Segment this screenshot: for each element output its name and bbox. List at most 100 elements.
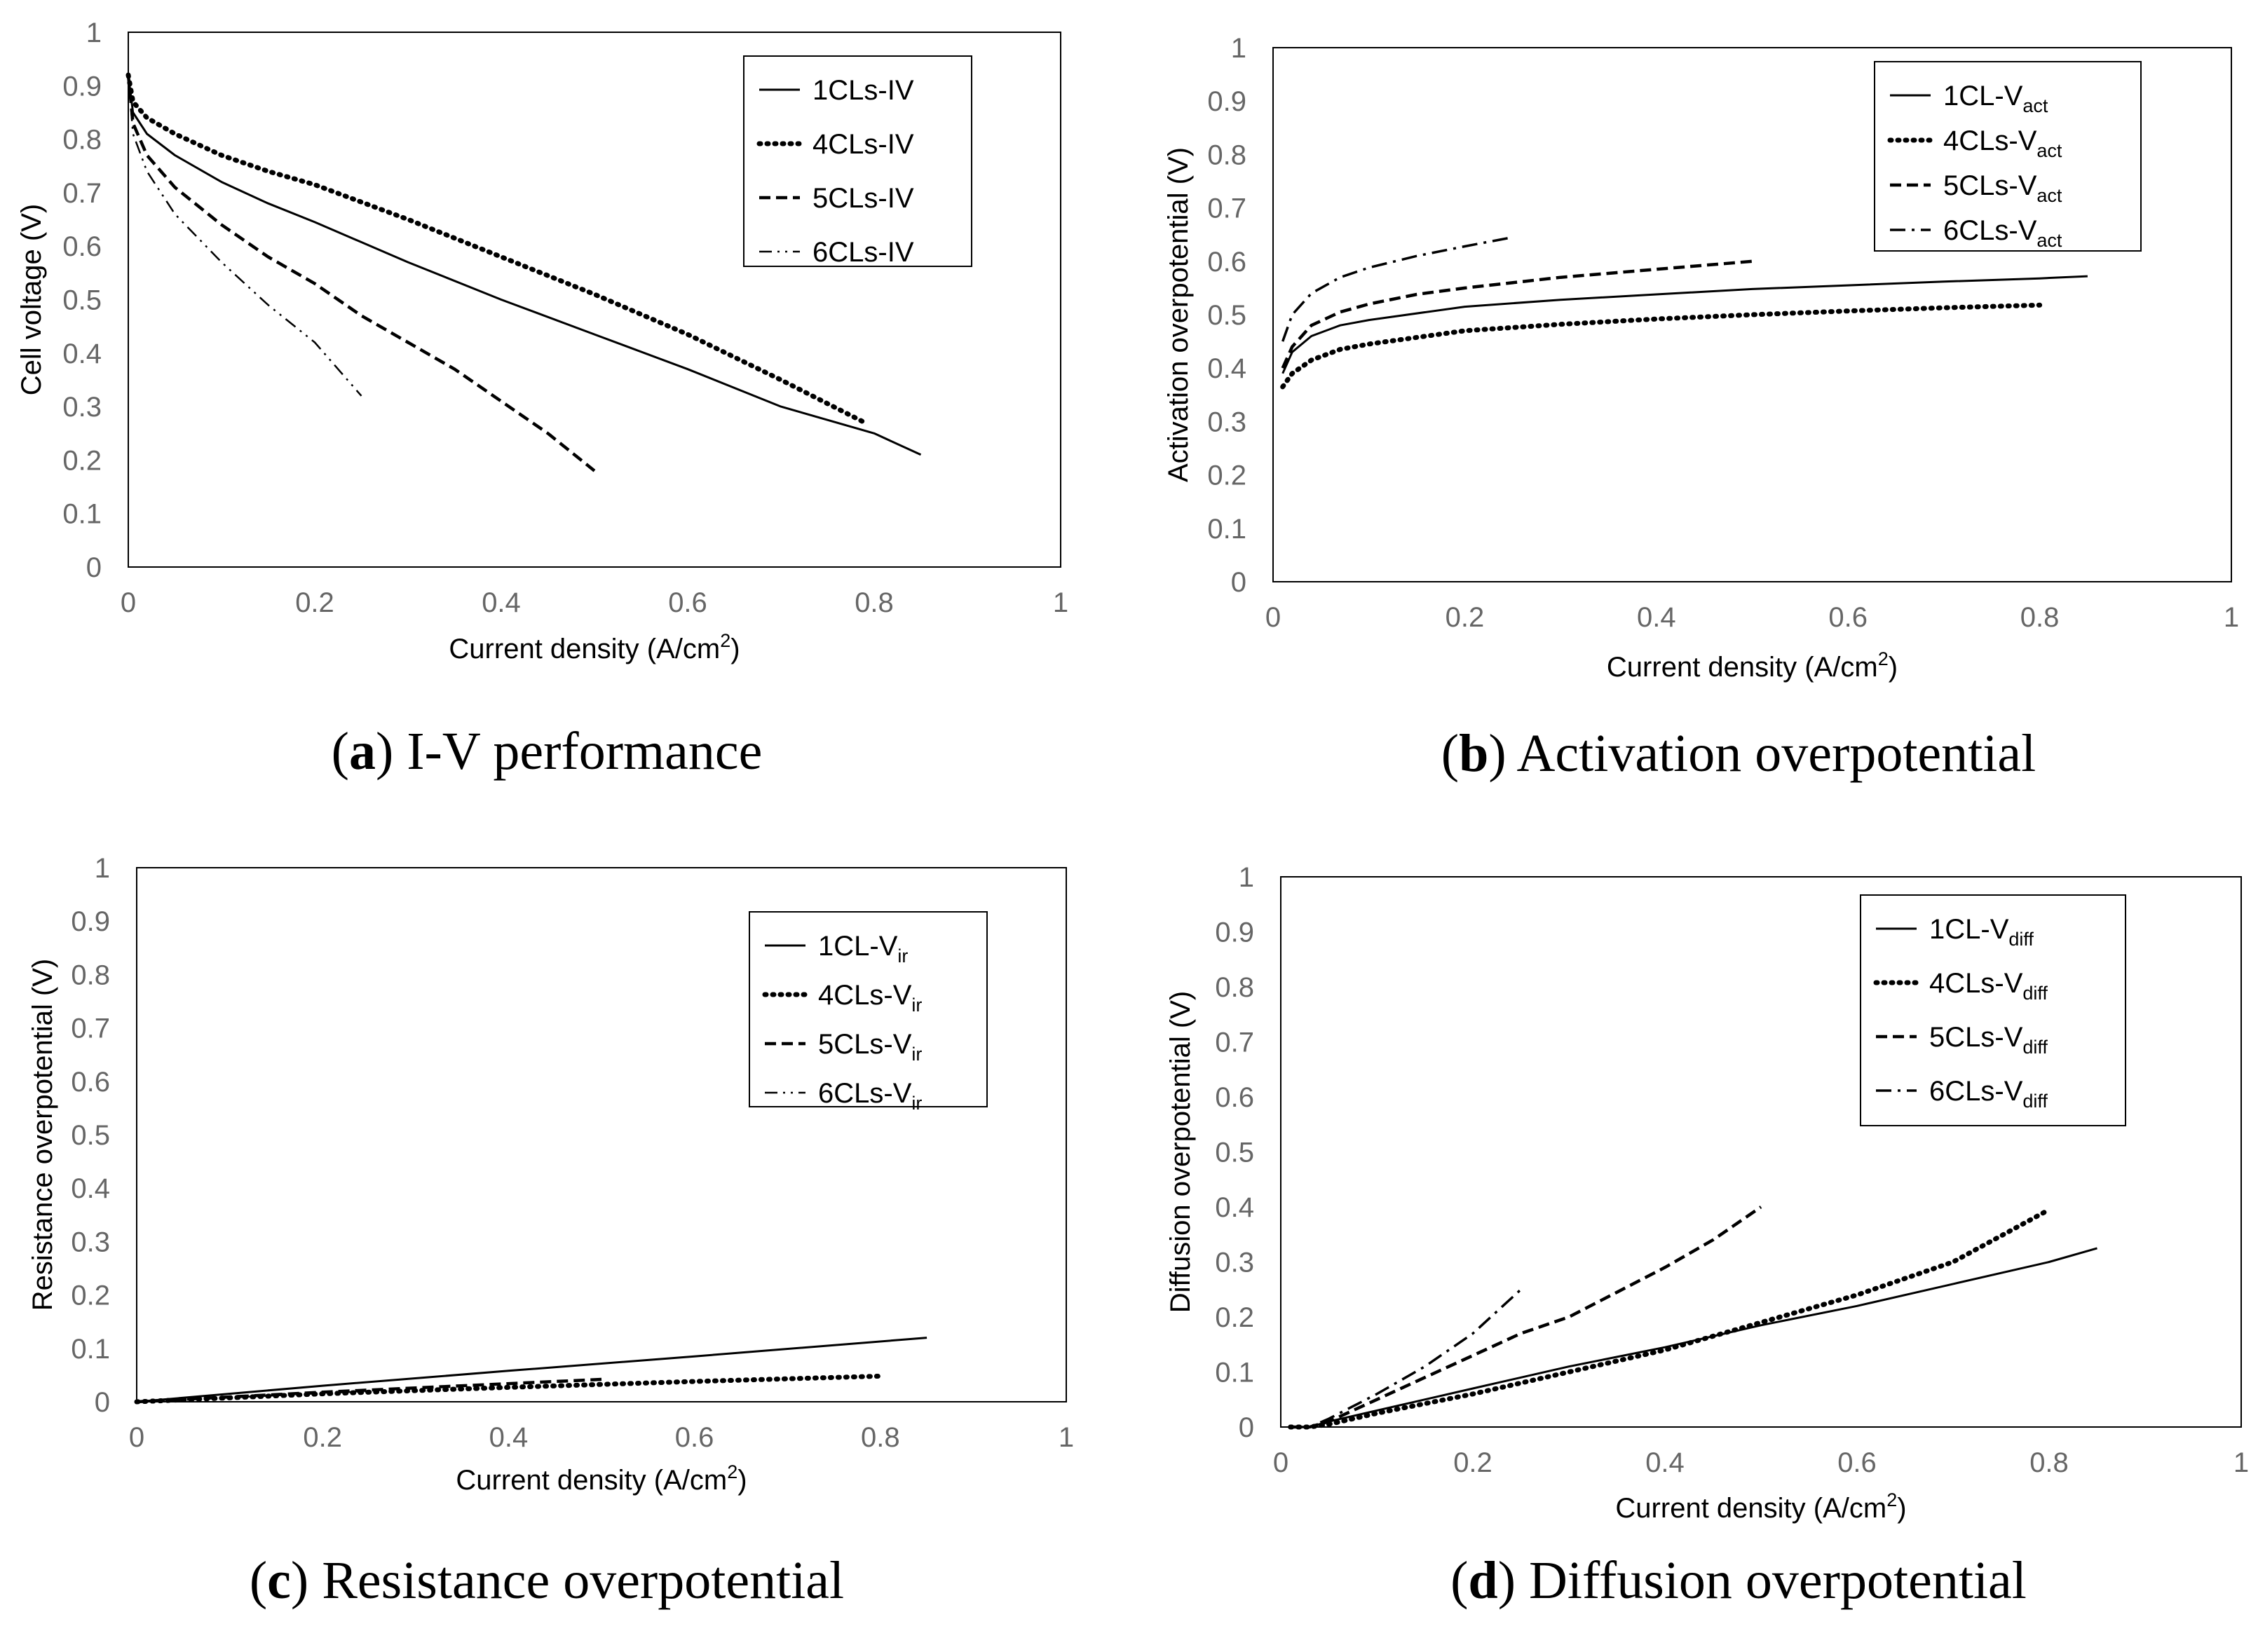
x-tick-label: 1 xyxy=(2224,602,2239,633)
legend-label-text: 6CLs-IV xyxy=(812,237,914,268)
x-axis-title: Current density (A/cm2) xyxy=(1615,1489,1906,1524)
legend-label-sub: act xyxy=(2036,230,2062,251)
legend-label-sub: diff xyxy=(2008,929,2034,950)
y-tick-label: 0.5 xyxy=(71,1120,110,1151)
y-tick-label: 0.6 xyxy=(1207,247,1246,278)
legend-label-4: 6CLs-Vdiff xyxy=(1929,1076,2048,1112)
x-tick-label: 0.8 xyxy=(2029,1447,2069,1478)
legend-label-4: 6CLs-Vir xyxy=(818,1078,922,1114)
y-tick-label: 1 xyxy=(95,853,110,884)
legend-box xyxy=(743,55,972,267)
y-tick-label: 0.8 xyxy=(62,125,102,156)
series-line-4 xyxy=(127,74,362,397)
y-tick-label: 0.8 xyxy=(71,960,110,990)
y-tick-label: 0 xyxy=(95,1387,110,1418)
series-line-1 xyxy=(1290,1247,2097,1428)
y-tick-label: 0.2 xyxy=(62,445,102,476)
y-tick-label: 0.2 xyxy=(1215,1302,1254,1333)
y-tick-label: 0.9 xyxy=(1207,86,1246,117)
panel-caption: (c) Resistance overpotential xyxy=(250,1551,844,1610)
x-axis-title-sup: 2 xyxy=(720,630,730,651)
plot-frame xyxy=(1272,47,2232,582)
x-axis-title-end: ) xyxy=(1889,652,1898,683)
x-tick-label: 0 xyxy=(129,1422,144,1453)
legend-label-text: 4CLs-IV xyxy=(812,129,914,160)
x-tick-label: 0 xyxy=(1265,602,1281,633)
legend-label-4: 6CLs-Vact xyxy=(1943,215,2062,251)
series-line-1 xyxy=(127,74,922,456)
y-axis-title: Resistance overpotential (V) xyxy=(27,959,58,1311)
y-tick-label: 0.5 xyxy=(1215,1138,1254,1168)
y-tick-label: 0.1 xyxy=(62,499,102,530)
y-tick-label: 0.4 xyxy=(62,339,102,369)
y-tick-label: 0.1 xyxy=(1207,514,1246,545)
legend-label-text: 5CLs-IV xyxy=(812,183,914,214)
x-tick-label: 0 xyxy=(1273,1447,1288,1478)
legend-label-3: 5CLs-IV xyxy=(812,183,914,214)
legend-label-2: 4CLs-Vact xyxy=(1943,125,2062,161)
panel-c-resistance-overpotential: 0 0.1 0.2 0.3 0.4 0.5 0.6 0.7 0.8 0.9 1 0 0.2 0.4 0.6 0… xyxy=(27,853,1074,1610)
caption-letter: a xyxy=(349,722,376,781)
y-tick-label: 0.2 xyxy=(1207,460,1246,491)
x-tick-label: 1 xyxy=(2233,1447,2249,1478)
series-line-4 xyxy=(1281,235,1514,342)
panel-d-diffusion-overpotential: 0 0.1 0.2 0.3 0.4 0.5 0.6 0.7 0.8 0.9 1 0 0.2 0.4 0.6 0… xyxy=(1165,862,2249,1610)
y-tick-label: 0.9 xyxy=(62,71,102,102)
y-tick-label: 1 xyxy=(1239,862,1254,893)
caption-text: Diffusion overpotential xyxy=(1529,1551,2027,1610)
y-tick-label: 0.3 xyxy=(1215,1248,1254,1278)
y-tick-label: 0.7 xyxy=(62,178,102,209)
legend-label-2: 4CLs-Vdiff xyxy=(1929,968,2048,1004)
x-axis-title: Current density (A/cm2) xyxy=(449,630,740,664)
y-axis-title: Activation overpotential (V) xyxy=(1163,147,1194,482)
legend-label-sub: act xyxy=(2022,95,2048,116)
legend-label-1: 1CL-Vact xyxy=(1943,81,2048,116)
y-tick-label: 1 xyxy=(1231,33,1246,64)
y-tick-label: 0.3 xyxy=(71,1227,110,1257)
x-tick-label: 0.2 xyxy=(1446,602,1485,633)
series-line-1 xyxy=(1281,275,2088,374)
y-tick-label: 1 xyxy=(86,18,102,48)
legend-box xyxy=(749,911,988,1107)
y-tick-label: 0.7 xyxy=(71,1013,110,1044)
caption-letter: b xyxy=(1459,724,1488,783)
caption-text: I-V performance xyxy=(407,722,762,781)
x-axis-title: Current density (A/cm2) xyxy=(456,1461,747,1496)
caption-open: ( xyxy=(332,722,349,781)
series-line-2 xyxy=(1288,1207,2052,1430)
legend-label-text: 4CLs-V xyxy=(1929,968,2023,999)
legend-label-text: 5CLs-V xyxy=(1929,1022,2023,1053)
y-tick-label: 0.8 xyxy=(1207,139,1246,170)
x-axis-title-end: ) xyxy=(730,634,740,664)
x-axis-title: Current density (A/cm2) xyxy=(1607,648,1898,683)
caption-open: ( xyxy=(1441,724,1459,783)
x-tick-label: 0.2 xyxy=(1453,1447,1492,1478)
y-tick-label: 0 xyxy=(1231,567,1246,598)
legend-label-text: 6CLs-V xyxy=(1929,1076,2023,1107)
y-tick-label: 0.6 xyxy=(1215,1082,1254,1113)
plot-frame xyxy=(128,32,1061,568)
panel-a-iv-performance: 0 0.1 0.2 0.3 0.4 0.5 0.6 0.7 0.8 0.9 1 0 0.2 0.4 0.6 0… xyxy=(16,18,1068,781)
y-tick-label: 0.5 xyxy=(62,285,102,316)
x-axis-title-text: Current density (A/cm xyxy=(449,634,720,664)
caption-letter: c xyxy=(267,1551,291,1610)
legend-label-text: 1CL-V xyxy=(1943,81,2023,111)
series-line-3 xyxy=(1290,1206,1762,1429)
series-line-3 xyxy=(1281,259,1753,369)
legend-label-4: 6CLs-IV xyxy=(812,237,914,268)
legend-label-sub: diff xyxy=(2022,983,2048,1004)
x-axis-title-sup: 2 xyxy=(727,1461,737,1482)
y-tick-label: 0.1 xyxy=(71,1334,110,1365)
x-axis-title-sup: 2 xyxy=(1886,1489,1897,1510)
series-line-2 xyxy=(134,1373,883,1405)
caption-text: Resistance overpotential xyxy=(322,1551,844,1610)
x-tick-label: 0.6 xyxy=(668,587,707,618)
y-tick-label: 0.6 xyxy=(71,1067,110,1098)
legend-box xyxy=(1874,61,2142,252)
caption-text: Activation overpotential xyxy=(1516,724,2036,783)
y-tick-label: 0.4 xyxy=(1215,1192,1254,1223)
caption-open: ( xyxy=(250,1551,267,1610)
legend-label-sub: act xyxy=(2036,140,2062,161)
x-axis-title-end: ) xyxy=(737,1465,747,1496)
caption-close: ) xyxy=(291,1551,322,1610)
